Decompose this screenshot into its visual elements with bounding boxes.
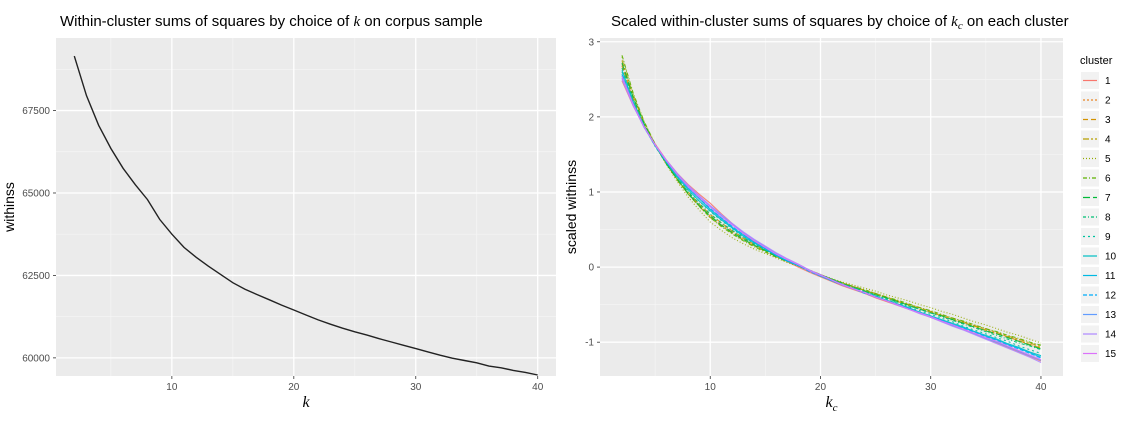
cluster-line-7 bbox=[621, 62, 1042, 350]
panel-1-tick-label-x: 30 bbox=[925, 382, 937, 393]
panel-0-y-axis-title: withinss bbox=[1, 182, 17, 233]
panel-1-tick-label-x: 40 bbox=[1035, 382, 1047, 393]
panel-0-tick-label-y: 62500 bbox=[22, 271, 50, 282]
legend-label-7: 7 bbox=[1105, 193, 1111, 204]
panel-1-tick-label-y: 0 bbox=[588, 263, 594, 274]
right-title-var-sub: c bbox=[957, 20, 963, 32]
legend-label-11: 11 bbox=[1105, 271, 1116, 282]
legend-label-15: 15 bbox=[1105, 349, 1117, 360]
left-title-var: k bbox=[353, 14, 361, 30]
panel-0-tick-label-x: 30 bbox=[410, 382, 422, 393]
cluster-line-4 bbox=[621, 60, 1042, 348]
panel-0-tick-label-x: 40 bbox=[532, 382, 544, 393]
legend-key-bg-3 bbox=[1081, 111, 1099, 128]
legend-label-14: 14 bbox=[1105, 330, 1117, 341]
panel-1-tick-label-y: -1 bbox=[585, 338, 594, 349]
panel-0-tick-label-y: 60000 bbox=[22, 353, 50, 364]
panel-1-x-axis-title: kc bbox=[826, 394, 838, 414]
legend-label-10: 10 bbox=[1105, 252, 1117, 263]
panel-0-tick-label-y: 65000 bbox=[22, 188, 50, 199]
legend-label-1: 1 bbox=[1105, 76, 1111, 87]
left-chart-title: Within-cluster sums of squares by choice… bbox=[60, 13, 483, 31]
legend-label-13: 13 bbox=[1105, 310, 1117, 321]
right-title-var-group: kc bbox=[951, 14, 963, 32]
legend-label-5: 5 bbox=[1105, 154, 1111, 165]
left-title-suffix: on corpus sample bbox=[360, 13, 483, 30]
panel-0: 10 20 30 40 60000 62500 65000 67500 k withinss bbox=[1, 38, 556, 411]
left-title-text: Within-cluster sums of squares by choice… bbox=[60, 13, 354, 30]
panel-1-background bbox=[600, 38, 1063, 376]
cluster-line-15 bbox=[621, 76, 1042, 361]
panel-0-tick-label-x: 10 bbox=[166, 382, 178, 393]
legend-label-4: 4 bbox=[1105, 135, 1111, 146]
right-title-text: Scaled within-cluster sums of squares by… bbox=[611, 13, 952, 30]
panel-1-tick-label-y: 2 bbox=[588, 112, 594, 123]
legend-label-12: 12 bbox=[1105, 291, 1117, 302]
panel-1-x-axis-title-sub: c bbox=[833, 402, 838, 414]
panel-1-tick-label-y: 1 bbox=[588, 187, 594, 198]
panel-1-tick-label-x: 20 bbox=[815, 382, 827, 393]
right-chart-title: Scaled within-cluster sums of squares by… bbox=[611, 13, 1069, 32]
panel-1-y-axis-title: scaled withinss bbox=[563, 160, 579, 254]
legend-key-bg-2 bbox=[1081, 91, 1099, 109]
legend-label-6: 6 bbox=[1105, 174, 1111, 185]
legend-label-9: 9 bbox=[1105, 232, 1111, 243]
panel-0-x-axis-title: k bbox=[302, 394, 310, 411]
legend-title: cluster bbox=[1080, 55, 1113, 67]
panel-1: 10 20 30 40 -1 0 1 2 3 kc scaled withinss bbox=[563, 37, 1063, 414]
cluster-line-12 bbox=[621, 75, 1042, 359]
legend-label-3: 3 bbox=[1105, 115, 1111, 126]
cluster-line-6 bbox=[621, 55, 1042, 346]
panel-1-tick-label-y: 3 bbox=[588, 37, 594, 48]
right-title-suffix: on each cluster bbox=[962, 13, 1069, 30]
right-title-var: k bbox=[951, 14, 958, 30]
legend-label-2: 2 bbox=[1105, 96, 1111, 107]
cluster-line-9 bbox=[621, 71, 1042, 355]
panel-1-tick-label-x: 10 bbox=[705, 382, 717, 393]
legend-key-bg-4 bbox=[1081, 130, 1099, 148]
panel-0-background bbox=[56, 38, 556, 376]
panel-0-tick-label-y: 67500 bbox=[22, 106, 50, 117]
legend-label-8: 8 bbox=[1105, 213, 1111, 224]
legend-key-bg-8 bbox=[1081, 208, 1099, 226]
series-line-0 bbox=[73, 55, 538, 376]
panel-0-tick-label-x: 20 bbox=[288, 382, 300, 393]
cluster-line-8 bbox=[621, 67, 1042, 351]
